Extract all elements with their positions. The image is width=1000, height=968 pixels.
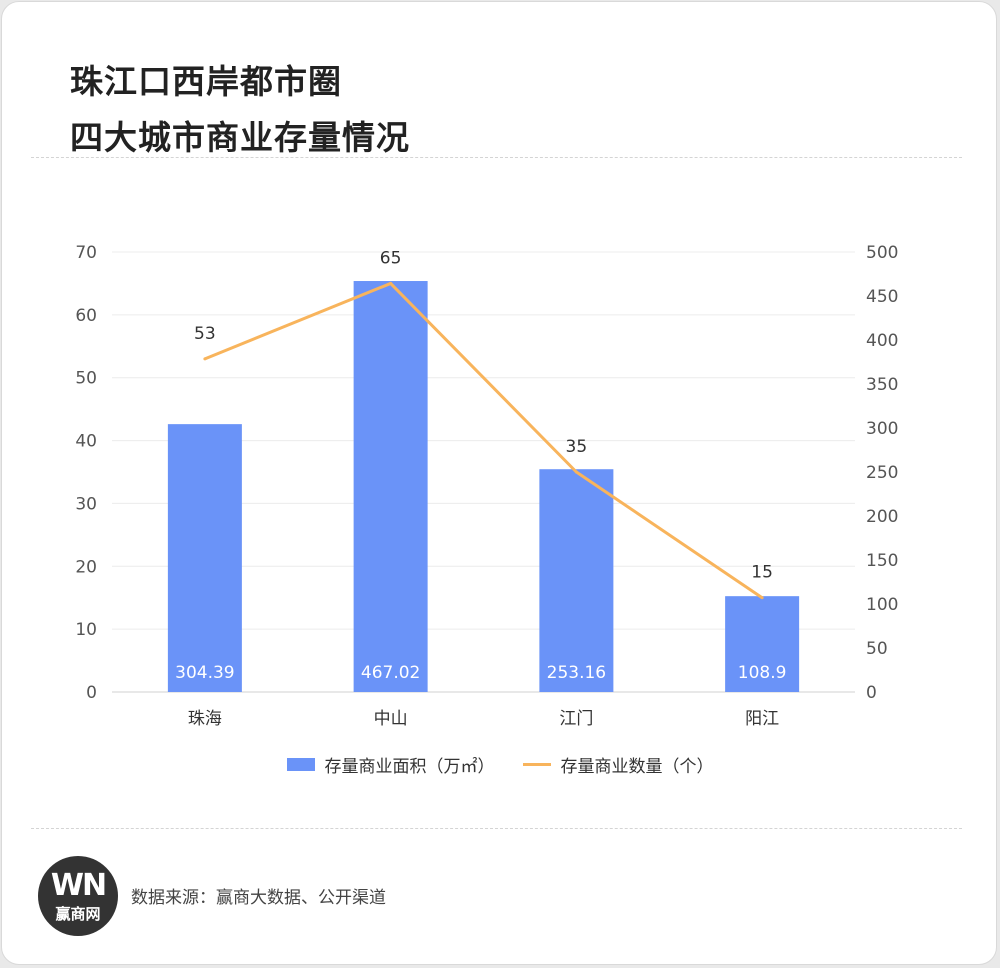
legend-label-area: 存量商业面积（万㎡） xyxy=(324,757,495,777)
title-line-2: 四大城市商业存量情况 xyxy=(70,118,410,157)
bar-value-label: 467.02 xyxy=(361,663,420,683)
bar xyxy=(725,596,800,692)
title-line-1: 珠江口西岸都市圈 xyxy=(70,62,342,101)
top-divider xyxy=(31,157,962,158)
bar xyxy=(539,469,614,692)
line-point xyxy=(574,470,578,474)
legend-item-count: 存量商业数量（个） xyxy=(522,752,714,777)
legend-item-area: 存量商业面积（万㎡） xyxy=(286,752,495,777)
right-axis-tick: 250 xyxy=(866,463,898,483)
right-axis-tick: 150 xyxy=(866,551,898,571)
left-axis-tick: 10 xyxy=(75,620,97,640)
line-value-label: 15 xyxy=(751,563,773,583)
line-value-label: 53 xyxy=(194,324,216,344)
right-axis-tick: 450 xyxy=(866,287,898,307)
legend: 存量商业面积（万㎡） 存量商业数量（个） xyxy=(0,752,1000,777)
bar-value-label: 253.16 xyxy=(547,663,606,683)
category-label: 珠海 xyxy=(188,709,222,729)
left-axis-tick: 40 xyxy=(75,432,97,452)
logo-mark: WN xyxy=(50,868,107,903)
line-value-label: 35 xyxy=(566,437,588,457)
brand-logo: WN 赢商网 xyxy=(38,856,118,936)
legend-label-count: 存量商业数量（个） xyxy=(560,757,714,777)
line-point xyxy=(389,281,393,285)
right-axis-tick: 200 xyxy=(866,507,898,527)
right-axis-tick: 300 xyxy=(866,419,898,439)
category-label: 阳江 xyxy=(745,709,779,729)
left-axis-tick: 30 xyxy=(75,494,97,514)
right-axis-tick: 350 xyxy=(866,375,898,395)
bar xyxy=(167,424,242,692)
category-label: 江门 xyxy=(559,709,593,729)
left-axis-tick: 0 xyxy=(86,683,97,703)
bar xyxy=(353,281,428,692)
left-axis-tick: 60 xyxy=(75,306,97,326)
line-point xyxy=(760,596,764,600)
chart-title: 珠江口西岸都市圈 四大城市商业存量情况 xyxy=(70,54,410,166)
right-axis-tick: 100 xyxy=(866,595,898,615)
bar-value-label: 108.9 xyxy=(738,663,787,683)
right-axis-tick: 50 xyxy=(866,639,888,659)
right-axis-tick: 400 xyxy=(866,331,898,351)
right-axis-tick: 0 xyxy=(866,683,877,703)
category-label: 中山 xyxy=(374,709,408,729)
line-point xyxy=(203,357,207,361)
left-axis-tick: 20 xyxy=(75,557,97,577)
left-axis-tick: 70 xyxy=(75,243,97,263)
left-axis-tick: 50 xyxy=(75,369,97,389)
series-line xyxy=(204,281,763,599)
line-value-label: 65 xyxy=(380,248,402,268)
right-axis-tick: 500 xyxy=(866,243,898,263)
bottom-divider xyxy=(31,828,962,829)
bar-value-label: 304.39 xyxy=(175,663,234,683)
legend-swatch-bar xyxy=(286,758,315,771)
legend-swatch-line xyxy=(522,763,551,766)
data-source: 数据来源：赢商大数据、公开渠道 xyxy=(131,888,386,908)
logo-text: 赢商网 xyxy=(55,905,101,923)
